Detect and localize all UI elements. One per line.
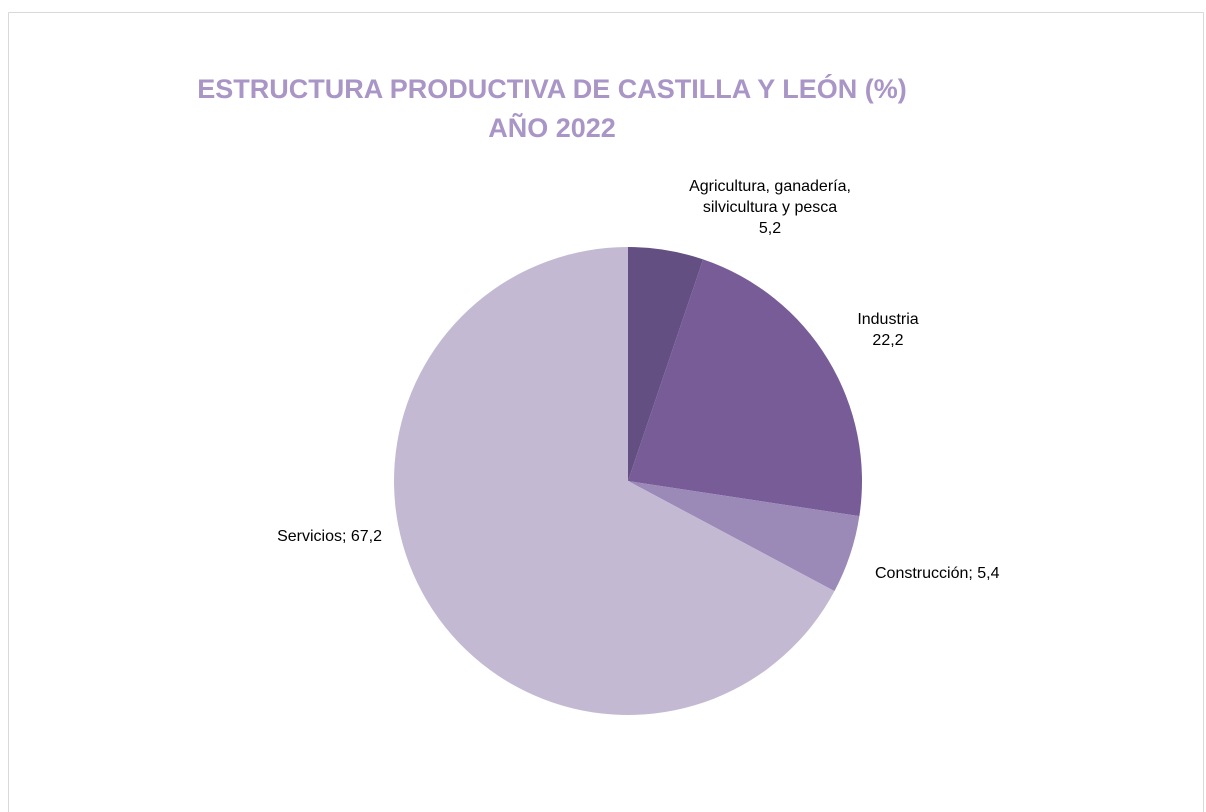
- label-category: Construcción: [875, 565, 969, 582]
- pie-slice: [394, 247, 835, 715]
- label-value: 5,2: [758, 220, 782, 237]
- data-label: Servicios; 67,2: [277, 526, 382, 547]
- label-category: Servicios: [277, 528, 342, 545]
- data-label: Construcción; 5,4: [875, 563, 1000, 584]
- label-value: 22,2: [872, 332, 904, 349]
- chart-subtitle: AÑO 2022: [488, 112, 616, 143]
- label-value: 67,2: [350, 528, 382, 545]
- label-category: Agricultura, ganadería, silvicultura y p…: [689, 178, 851, 216]
- pie-slice: [628, 247, 704, 481]
- data-label: Industria 22,2: [857, 309, 918, 351]
- label-separator: ;: [968, 565, 978, 582]
- data-label: Agricultura, ganadería, silvicultura y p…: [689, 176, 851, 239]
- label-value: 5,4: [977, 565, 1000, 582]
- pie-slice: [628, 259, 862, 517]
- label-separator: ;: [341, 528, 351, 545]
- pie-slice: [628, 481, 860, 592]
- chart-title: ESTRUCTURA PRODUCTIVA DE CASTILLA Y LEÓN…: [197, 73, 907, 104]
- label-category: Industria: [857, 311, 919, 328]
